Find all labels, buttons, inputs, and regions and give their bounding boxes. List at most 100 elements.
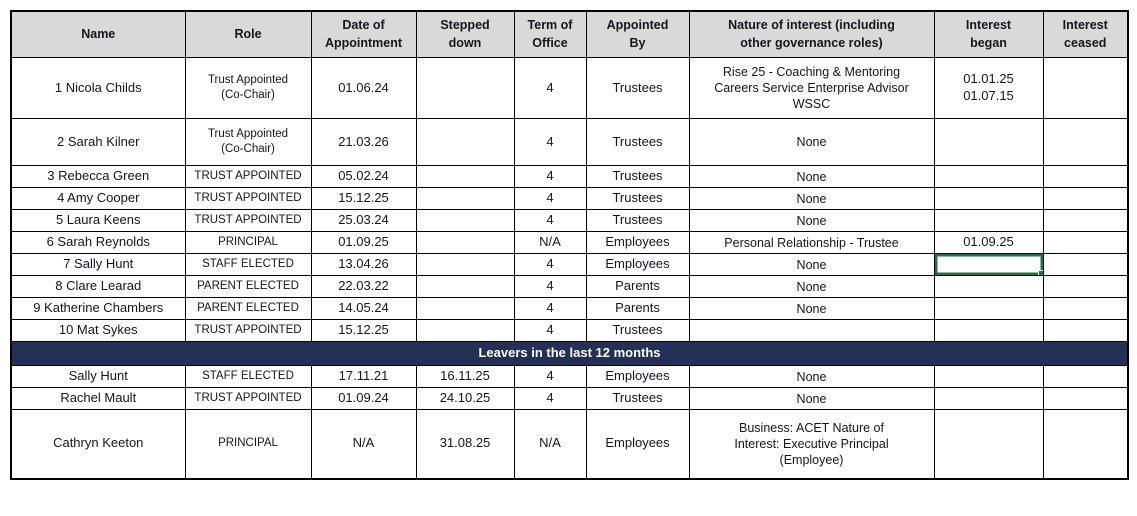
- cell-term-of-office[interactable]: 4: [513, 365, 587, 388]
- column-header-term-of-office[interactable]: Term of Office: [513, 10, 587, 58]
- cell-nature-of-interest[interactable]: None: [688, 118, 935, 166]
- cell-role[interactable]: PRINCIPAL: [184, 231, 312, 254]
- cell-appointed-by[interactable]: Employees: [585, 253, 690, 276]
- cell-interest-began[interactable]: [933, 387, 1044, 410]
- cell-name[interactable]: Cathryn Keeton: [10, 409, 186, 479]
- cell-role[interactable]: TRUST APPOINTED: [184, 209, 312, 232]
- cell-interest-ceased[interactable]: [1042, 187, 1129, 210]
- cell-interest-ceased[interactable]: [1042, 231, 1129, 254]
- cell-interest-ceased[interactable]: [1042, 57, 1129, 119]
- cell-interest-began[interactable]: [933, 275, 1044, 298]
- cell-term-of-office[interactable]: 4: [513, 209, 587, 232]
- cell-term-of-office[interactable]: 4: [513, 187, 587, 210]
- cell-stepped-down[interactable]: [415, 231, 515, 254]
- cell-nature-of-interest[interactable]: None: [688, 209, 935, 232]
- cell-date-of-appointment[interactable]: 15.12.25: [310, 187, 417, 210]
- cell-term-of-office[interactable]: 4: [513, 275, 587, 298]
- cell-term-of-office[interactable]: 4: [513, 297, 587, 320]
- cell-stepped-down[interactable]: [415, 165, 515, 188]
- cell-term-of-office[interactable]: N/A: [513, 409, 587, 479]
- cell-date-of-appointment[interactable]: 05.02.24: [310, 165, 417, 188]
- leavers-section-banner[interactable]: Leavers in the last 12 months: [10, 341, 1129, 366]
- cell-stepped-down[interactable]: [415, 253, 515, 276]
- column-header-nature-of-interest[interactable]: Nature of interest (including other gove…: [688, 10, 935, 58]
- column-header-appointed-by[interactable]: Appointed By: [585, 10, 690, 58]
- cell-stepped-down[interactable]: [415, 319, 515, 342]
- cell-appointed-by[interactable]: Trustees: [585, 319, 690, 342]
- cell-date-of-appointment[interactable]: N/A: [310, 409, 417, 479]
- cell-nature-of-interest[interactable]: Business: ACET Nature of Interest: Execu…: [688, 409, 935, 479]
- cell-name[interactable]: 5 Laura Keens: [10, 209, 186, 232]
- cell-interest-began[interactable]: [933, 365, 1044, 388]
- column-header-role[interactable]: Role: [184, 10, 312, 58]
- cell-interest-ceased[interactable]: [1042, 319, 1129, 342]
- cell-role[interactable]: Trust Appointed (Co-Chair): [184, 118, 312, 166]
- cell-term-of-office[interactable]: 4: [513, 57, 587, 119]
- cell-nature-of-interest[interactable]: None: [688, 187, 935, 210]
- cell-date-of-appointment[interactable]: 17.11.21: [310, 365, 417, 388]
- cell-stepped-down[interactable]: [415, 275, 515, 298]
- cell-interest-ceased[interactable]: [1042, 253, 1129, 276]
- cell-role[interactable]: PRINCIPAL: [184, 409, 312, 479]
- cell-appointed-by[interactable]: Trustees: [585, 118, 690, 166]
- cell-role[interactable]: TRUST APPOINTED: [184, 319, 312, 342]
- cell-appointed-by[interactable]: Parents: [585, 297, 690, 320]
- cell-name[interactable]: Sally Hunt: [10, 365, 186, 388]
- cell-appointed-by[interactable]: Trustees: [585, 187, 690, 210]
- cell-nature-of-interest[interactable]: None: [688, 387, 935, 410]
- cell-name[interactable]: 10 Mat Sykes: [10, 319, 186, 342]
- cell-date-of-appointment[interactable]: 15.12.25: [310, 319, 417, 342]
- cell-role[interactable]: PARENT ELECTED: [184, 297, 312, 320]
- cell-appointed-by[interactable]: Trustees: [585, 209, 690, 232]
- cell-name[interactable]: 7 Sally Hunt: [10, 253, 186, 276]
- cell-role[interactable]: STAFF ELECTED: [184, 365, 312, 388]
- cell-nature-of-interest[interactable]: None: [688, 365, 935, 388]
- cell-appointed-by[interactable]: Trustees: [585, 165, 690, 188]
- cell-term-of-office[interactable]: N/A: [513, 231, 587, 254]
- cell-interest-began[interactable]: [933, 118, 1044, 166]
- cell-role[interactable]: STAFF ELECTED: [184, 253, 312, 276]
- cell-date-of-appointment[interactable]: 25.03.24: [310, 209, 417, 232]
- column-header-date-of-appointment[interactable]: Date of Appointment: [310, 10, 417, 58]
- cell-name[interactable]: 2 Sarah Kilner: [10, 118, 186, 166]
- cell-appointed-by[interactable]: Employees: [585, 409, 690, 479]
- cell-interest-began[interactable]: [933, 319, 1044, 342]
- cell-interest-ceased[interactable]: [1042, 118, 1129, 166]
- cell-date-of-appointment[interactable]: 01.09.25: [310, 231, 417, 254]
- cell-interest-ceased[interactable]: [1042, 365, 1129, 388]
- cell-role[interactable]: TRUST APPOINTED: [184, 165, 312, 188]
- cell-term-of-office[interactable]: 4: [513, 319, 587, 342]
- cell-name[interactable]: Rachel Mault: [10, 387, 186, 410]
- cell-appointed-by[interactable]: Trustees: [585, 57, 690, 119]
- cell-role[interactable]: TRUST APPOINTED: [184, 187, 312, 210]
- cell-nature-of-interest[interactable]: None: [688, 297, 935, 320]
- column-header-interest-began[interactable]: Interest began: [933, 10, 1044, 58]
- cell-nature-of-interest[interactable]: [688, 319, 935, 342]
- cell-term-of-office[interactable]: 4: [513, 253, 587, 276]
- cell-date-of-appointment[interactable]: 14.05.24: [310, 297, 417, 320]
- cell-interest-began[interactable]: [933, 297, 1044, 320]
- cell-name[interactable]: 1 Nicola Childs: [10, 57, 186, 119]
- cell-stepped-down[interactable]: 24.10.25: [415, 387, 515, 410]
- cell-interest-ceased[interactable]: [1042, 275, 1129, 298]
- cell-interest-ceased[interactable]: [1042, 165, 1129, 188]
- fill-handle[interactable]: [1037, 270, 1042, 275]
- cell-nature-of-interest[interactable]: Rise 25 - Coaching & Mentoring Careers S…: [688, 57, 935, 119]
- cell-stepped-down[interactable]: 31.08.25: [415, 409, 515, 479]
- cell-name[interactable]: 8 Clare Learad: [10, 275, 186, 298]
- cell-interest-began[interactable]: [933, 409, 1044, 479]
- cell-role[interactable]: Trust Appointed (Co-Chair): [184, 57, 312, 119]
- cell-interest-ceased[interactable]: [1042, 209, 1129, 232]
- cell-appointed-by[interactable]: Employees: [585, 231, 690, 254]
- cell-nature-of-interest[interactable]: Personal Relationship - Trustee: [688, 231, 935, 254]
- cell-appointed-by[interactable]: Parents: [585, 275, 690, 298]
- cell-interest-began[interactable]: 01.09.25: [933, 231, 1044, 254]
- column-header-name[interactable]: Name: [10, 10, 186, 58]
- selected-cell[interactable]: [933, 253, 1044, 276]
- cell-stepped-down[interactable]: 16.11.25: [415, 365, 515, 388]
- cell-date-of-appointment[interactable]: 13.04.26: [310, 253, 417, 276]
- cell-name[interactable]: 3 Rebecca Green: [10, 165, 186, 188]
- cell-stepped-down[interactable]: [415, 297, 515, 320]
- cell-interest-began[interactable]: 01.01.25 01.07.15: [933, 57, 1044, 119]
- cell-stepped-down[interactable]: [415, 187, 515, 210]
